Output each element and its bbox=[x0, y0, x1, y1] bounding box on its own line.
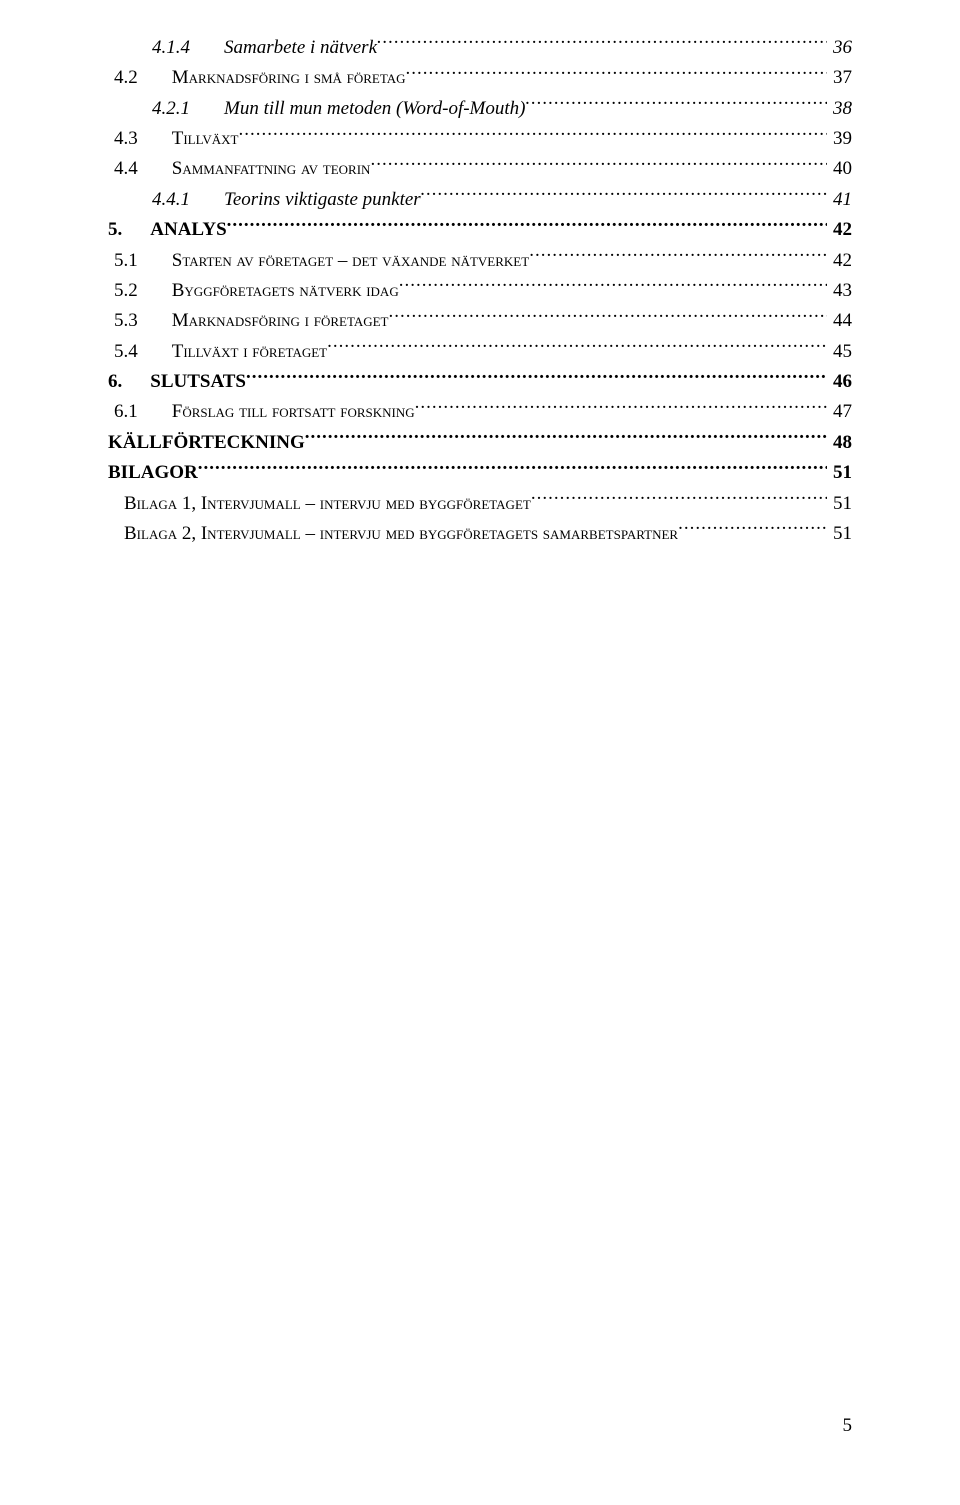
toc-entry-number: 6.1 bbox=[108, 398, 172, 427]
toc-entry-title: ANALYS bbox=[150, 215, 226, 244]
toc-entry: 5.2Byggföretagets nätverk idag 43 bbox=[108, 275, 852, 305]
toc-entry-number: 4.3 bbox=[108, 125, 172, 154]
toc-entry-title: Bilaga 1, Intervjumall – intervju med by… bbox=[108, 490, 531, 519]
toc-entry: 4.3Tillväxt 39 bbox=[108, 123, 852, 153]
toc-entry-number: 4.4 bbox=[108, 155, 172, 184]
toc-leader-dots bbox=[389, 305, 828, 326]
toc-entry-page: 38 bbox=[827, 95, 852, 124]
toc-entry: 4.4.1Teorins viktigaste punkter 41 bbox=[108, 184, 852, 214]
toc-entry-title: Sammanfattning av teorin bbox=[172, 155, 371, 184]
toc-entry-page: 46 bbox=[827, 367, 852, 396]
toc-leader-dots bbox=[531, 488, 827, 509]
toc-leader-dots bbox=[370, 154, 827, 175]
toc-entry-page: 37 bbox=[827, 64, 852, 93]
toc-leader-dots bbox=[421, 184, 827, 205]
toc-leader-dots bbox=[246, 366, 827, 387]
toc-entry-title: Samarbete i nätverk bbox=[224, 34, 377, 63]
toc-leader-dots bbox=[678, 518, 827, 539]
toc-entry-page: 51 bbox=[827, 520, 852, 549]
toc-entry-page: 41 bbox=[827, 186, 852, 215]
toc-entry-title: Byggföretagets nätverk idag bbox=[172, 277, 399, 306]
toc-entry-title: BILAGOR bbox=[108, 458, 198, 487]
toc-entry: 6.SLUTSATS 46 bbox=[108, 366, 852, 396]
toc-entry-page: 44 bbox=[827, 307, 852, 336]
toc-entry: KÄLLFÖRTECKNING 48 bbox=[108, 427, 852, 457]
toc-leader-dots bbox=[526, 93, 828, 114]
toc-entry-number: 4.1.4 bbox=[108, 34, 224, 63]
toc-entry-title: Tillväxt bbox=[172, 125, 239, 154]
toc-entry-number: 5.3 bbox=[108, 307, 172, 336]
toc-leader-dots bbox=[529, 245, 827, 266]
toc-entry: 5.4Tillväxt i företaget 45 bbox=[108, 336, 852, 366]
toc-entry: 4.2Marknadsföring i små företag 37 bbox=[108, 62, 852, 92]
page-number: 5 bbox=[843, 1415, 853, 1437]
toc-entry: 5.ANALYS 42 bbox=[108, 214, 852, 244]
toc-entry-number: 4.2.1 bbox=[108, 95, 224, 124]
toc-entry-page: 48 bbox=[827, 428, 852, 457]
table-of-contents: 4.1.4Samarbete i nätverk364.2Marknadsför… bbox=[108, 32, 852, 548]
toc-entry: 5.1Starten av företaget – det växande nä… bbox=[108, 245, 852, 275]
toc-leader-dots bbox=[198, 457, 827, 478]
toc-entry-page: 40 bbox=[827, 155, 852, 184]
toc-entry: 4.2.1Mun till mun metoden (Word-of-Mouth… bbox=[108, 93, 852, 123]
toc-entry: 6.1Förslag till fortsatt forskning 47 bbox=[108, 397, 852, 427]
toc-entry-page: 51 bbox=[827, 490, 852, 519]
toc-leader-dots bbox=[238, 123, 827, 144]
toc-entry-number: 6. bbox=[108, 367, 150, 396]
toc-entry-page: 42 bbox=[827, 247, 852, 276]
toc-entry: 4.4Sammanfattning av teorin 40 bbox=[108, 154, 852, 184]
toc-leader-dots bbox=[227, 214, 827, 235]
toc-entry-title: Bilaga 2, Intervjumall – intervju med by… bbox=[108, 520, 678, 549]
toc-leader-dots bbox=[305, 427, 827, 448]
toc-entry-number: 5.1 bbox=[108, 247, 172, 276]
toc-entry: Bilaga 1, Intervjumall – intervju med by… bbox=[108, 488, 852, 518]
toc-entry-title: KÄLLFÖRTECKNING bbox=[108, 428, 305, 457]
toc-leader-dots bbox=[406, 62, 827, 83]
toc-entry-title: SLUTSATS bbox=[150, 367, 246, 396]
toc-entry-page: 51 bbox=[827, 458, 852, 487]
toc-entry: Bilaga 2, Intervjumall – intervju med by… bbox=[108, 518, 852, 548]
toc-entry-title: Marknadsföring i företaget bbox=[172, 307, 389, 336]
toc-leader-dots bbox=[377, 32, 827, 53]
toc-entry-title: Tillväxt i företaget bbox=[172, 338, 327, 367]
toc-entry: 5.3Marknadsföring i företaget 44 bbox=[108, 305, 852, 335]
toc-entry-title: Förslag till fortsatt forskning bbox=[172, 398, 415, 427]
toc-entry: BILAGOR 51 bbox=[108, 457, 852, 487]
toc-entry-title: Starten av företaget – det växande nätve… bbox=[172, 247, 529, 276]
toc-entry-page: 39 bbox=[827, 125, 852, 154]
toc-entry-number: 5.2 bbox=[108, 277, 172, 306]
toc-entry-number: 5.4 bbox=[108, 338, 172, 367]
toc-leader-dots bbox=[327, 336, 827, 357]
toc-entry-page: 47 bbox=[827, 398, 852, 427]
toc-leader-dots bbox=[399, 275, 827, 296]
toc-entry: 4.1.4Samarbete i nätverk 36 bbox=[108, 32, 852, 62]
toc-entry-page: 43 bbox=[827, 277, 852, 306]
toc-entry-page: 42 bbox=[827, 215, 852, 244]
toc-leader-dots bbox=[415, 397, 827, 418]
toc-entry-title: Mun till mun metoden (Word-of-Mouth) bbox=[224, 95, 526, 124]
toc-entry-number: 4.2 bbox=[108, 64, 172, 93]
toc-entry-number: 5. bbox=[108, 215, 150, 244]
toc-entry-title: Teorins viktigaste punkter bbox=[224, 186, 421, 215]
toc-entry-page: 45 bbox=[827, 338, 852, 367]
toc-entry-title: Marknadsföring i små företag bbox=[172, 64, 406, 93]
toc-entry-page: 36 bbox=[827, 34, 852, 63]
toc-entry-number: 4.4.1 bbox=[108, 186, 224, 215]
document-page: 4.1.4Samarbete i nätverk364.2Marknadsför… bbox=[0, 0, 960, 1505]
